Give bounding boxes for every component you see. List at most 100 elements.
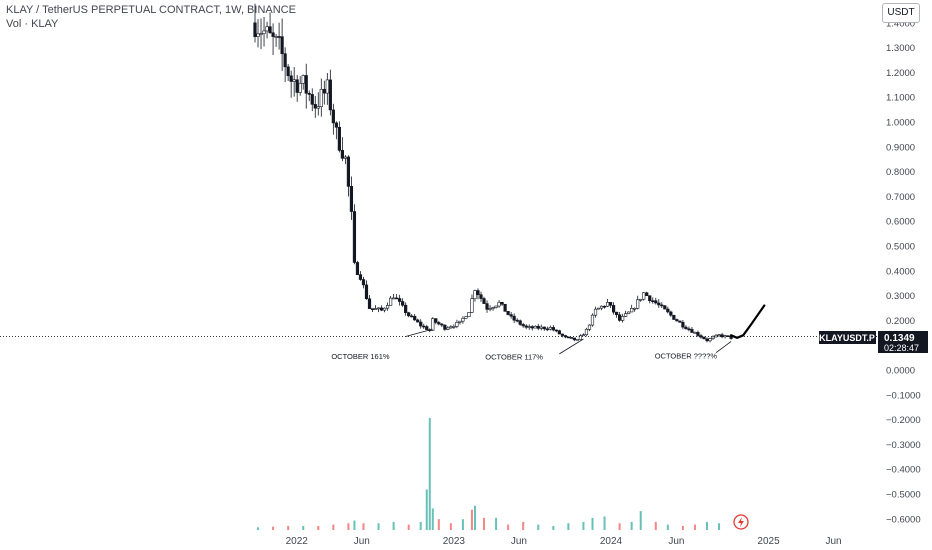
candle-body <box>452 326 456 328</box>
candle-body <box>530 326 534 329</box>
candle-body <box>699 335 703 338</box>
candle-body <box>488 308 492 310</box>
candle <box>624 310 628 318</box>
candle-body <box>364 284 369 300</box>
candle-body <box>431 318 435 331</box>
candle-body <box>669 311 673 316</box>
candle <box>289 70 293 98</box>
candle <box>521 322 525 328</box>
candle <box>422 323 426 329</box>
volume-bar <box>618 523 621 530</box>
candle-body <box>485 303 489 310</box>
candle <box>265 21 269 39</box>
replay-icon[interactable] <box>733 514 749 530</box>
candle-body <box>494 305 498 308</box>
candle-body <box>449 326 453 329</box>
candle <box>615 311 619 318</box>
candle-body <box>373 308 378 310</box>
currency-button[interactable]: USDT <box>882 3 920 23</box>
candle-body <box>313 104 317 109</box>
candle <box>286 64 290 82</box>
candle-body <box>717 334 721 336</box>
volume-bar <box>392 521 395 530</box>
candle <box>295 74 299 102</box>
candle <box>307 90 311 102</box>
candle <box>431 317 435 331</box>
y-tick-label: 1.0000 <box>886 118 915 129</box>
candle <box>473 289 477 302</box>
candle-body <box>581 334 586 337</box>
volume-bar <box>302 525 305 530</box>
y-tick-label: 0.0000 <box>886 366 915 377</box>
candle <box>292 67 296 97</box>
candle-body <box>651 300 655 303</box>
y-tick-label: −0.3000 <box>886 440 921 451</box>
candle-body <box>301 75 305 84</box>
candle-body <box>410 315 414 318</box>
candle-body <box>654 300 658 304</box>
x-tick-label: Jun <box>668 536 684 547</box>
volume-bar <box>431 508 434 530</box>
candle-body <box>473 290 477 300</box>
candle <box>699 333 703 339</box>
candle <box>630 304 634 313</box>
candle-body <box>500 301 504 305</box>
candle-body <box>434 318 438 323</box>
y-tick-label: 0.4000 <box>886 266 915 277</box>
time-axis[interactable]: 2022 Jun 2023 Jun 2024 Jun 2025 Jun <box>286 536 842 547</box>
candle-body <box>446 327 450 330</box>
candle-body <box>319 88 323 107</box>
candle <box>385 302 390 311</box>
volume-bar <box>362 523 365 530</box>
candle-body <box>590 314 595 326</box>
candle <box>494 305 498 309</box>
candle <box>346 155 351 197</box>
candle-body <box>370 308 375 310</box>
annotations: OCTOBER 161% OCTOBER 117% OCTOBER ????% <box>331 328 732 362</box>
volume-bar <box>507 524 510 530</box>
annotation-arrow <box>405 328 433 337</box>
y-tick-label: 1.3000 <box>886 43 915 54</box>
candle-body <box>608 302 613 306</box>
candle <box>364 280 369 300</box>
annotation-label: OCTOBER ????% <box>655 352 718 361</box>
annotation-label: OCTOBER 117% <box>485 353 543 362</box>
price-axis[interactable]: 1.4000 1.3000 1.2000 1.1000 1.0000 0.9000 0.80… <box>886 18 921 525</box>
candle-body <box>642 292 646 300</box>
candle-body <box>660 304 664 307</box>
candle-body <box>389 297 393 306</box>
candle-body <box>398 298 402 302</box>
volume-bar <box>419 521 422 530</box>
volume-bar <box>317 525 320 530</box>
candle-body <box>262 30 266 34</box>
candle <box>434 318 438 325</box>
candle-body <box>256 33 260 37</box>
volume-bar <box>706 521 709 530</box>
candle <box>277 22 281 50</box>
x-tick-label: 2023 <box>443 536 466 547</box>
candle <box>675 318 679 322</box>
x-tick-label: 2025 <box>757 536 780 547</box>
candle <box>352 204 357 265</box>
candle <box>503 303 507 312</box>
candle-body <box>491 307 495 309</box>
y-tick-label: −0.4000 <box>886 465 921 476</box>
candle-body <box>283 53 287 68</box>
candle-body <box>636 299 640 309</box>
candle-body <box>518 320 522 325</box>
candle-body <box>545 328 549 331</box>
candle-body <box>512 315 516 321</box>
candle <box>464 316 468 319</box>
candle <box>262 17 266 47</box>
candle-body <box>422 325 426 328</box>
candle-body <box>596 307 601 310</box>
candle <box>259 18 263 50</box>
candle <box>449 325 453 329</box>
candle <box>479 291 483 302</box>
candle <box>500 301 504 306</box>
volume-bar <box>666 524 669 530</box>
candle-body <box>322 88 326 94</box>
candle <box>708 337 712 343</box>
candle-body <box>295 79 299 93</box>
